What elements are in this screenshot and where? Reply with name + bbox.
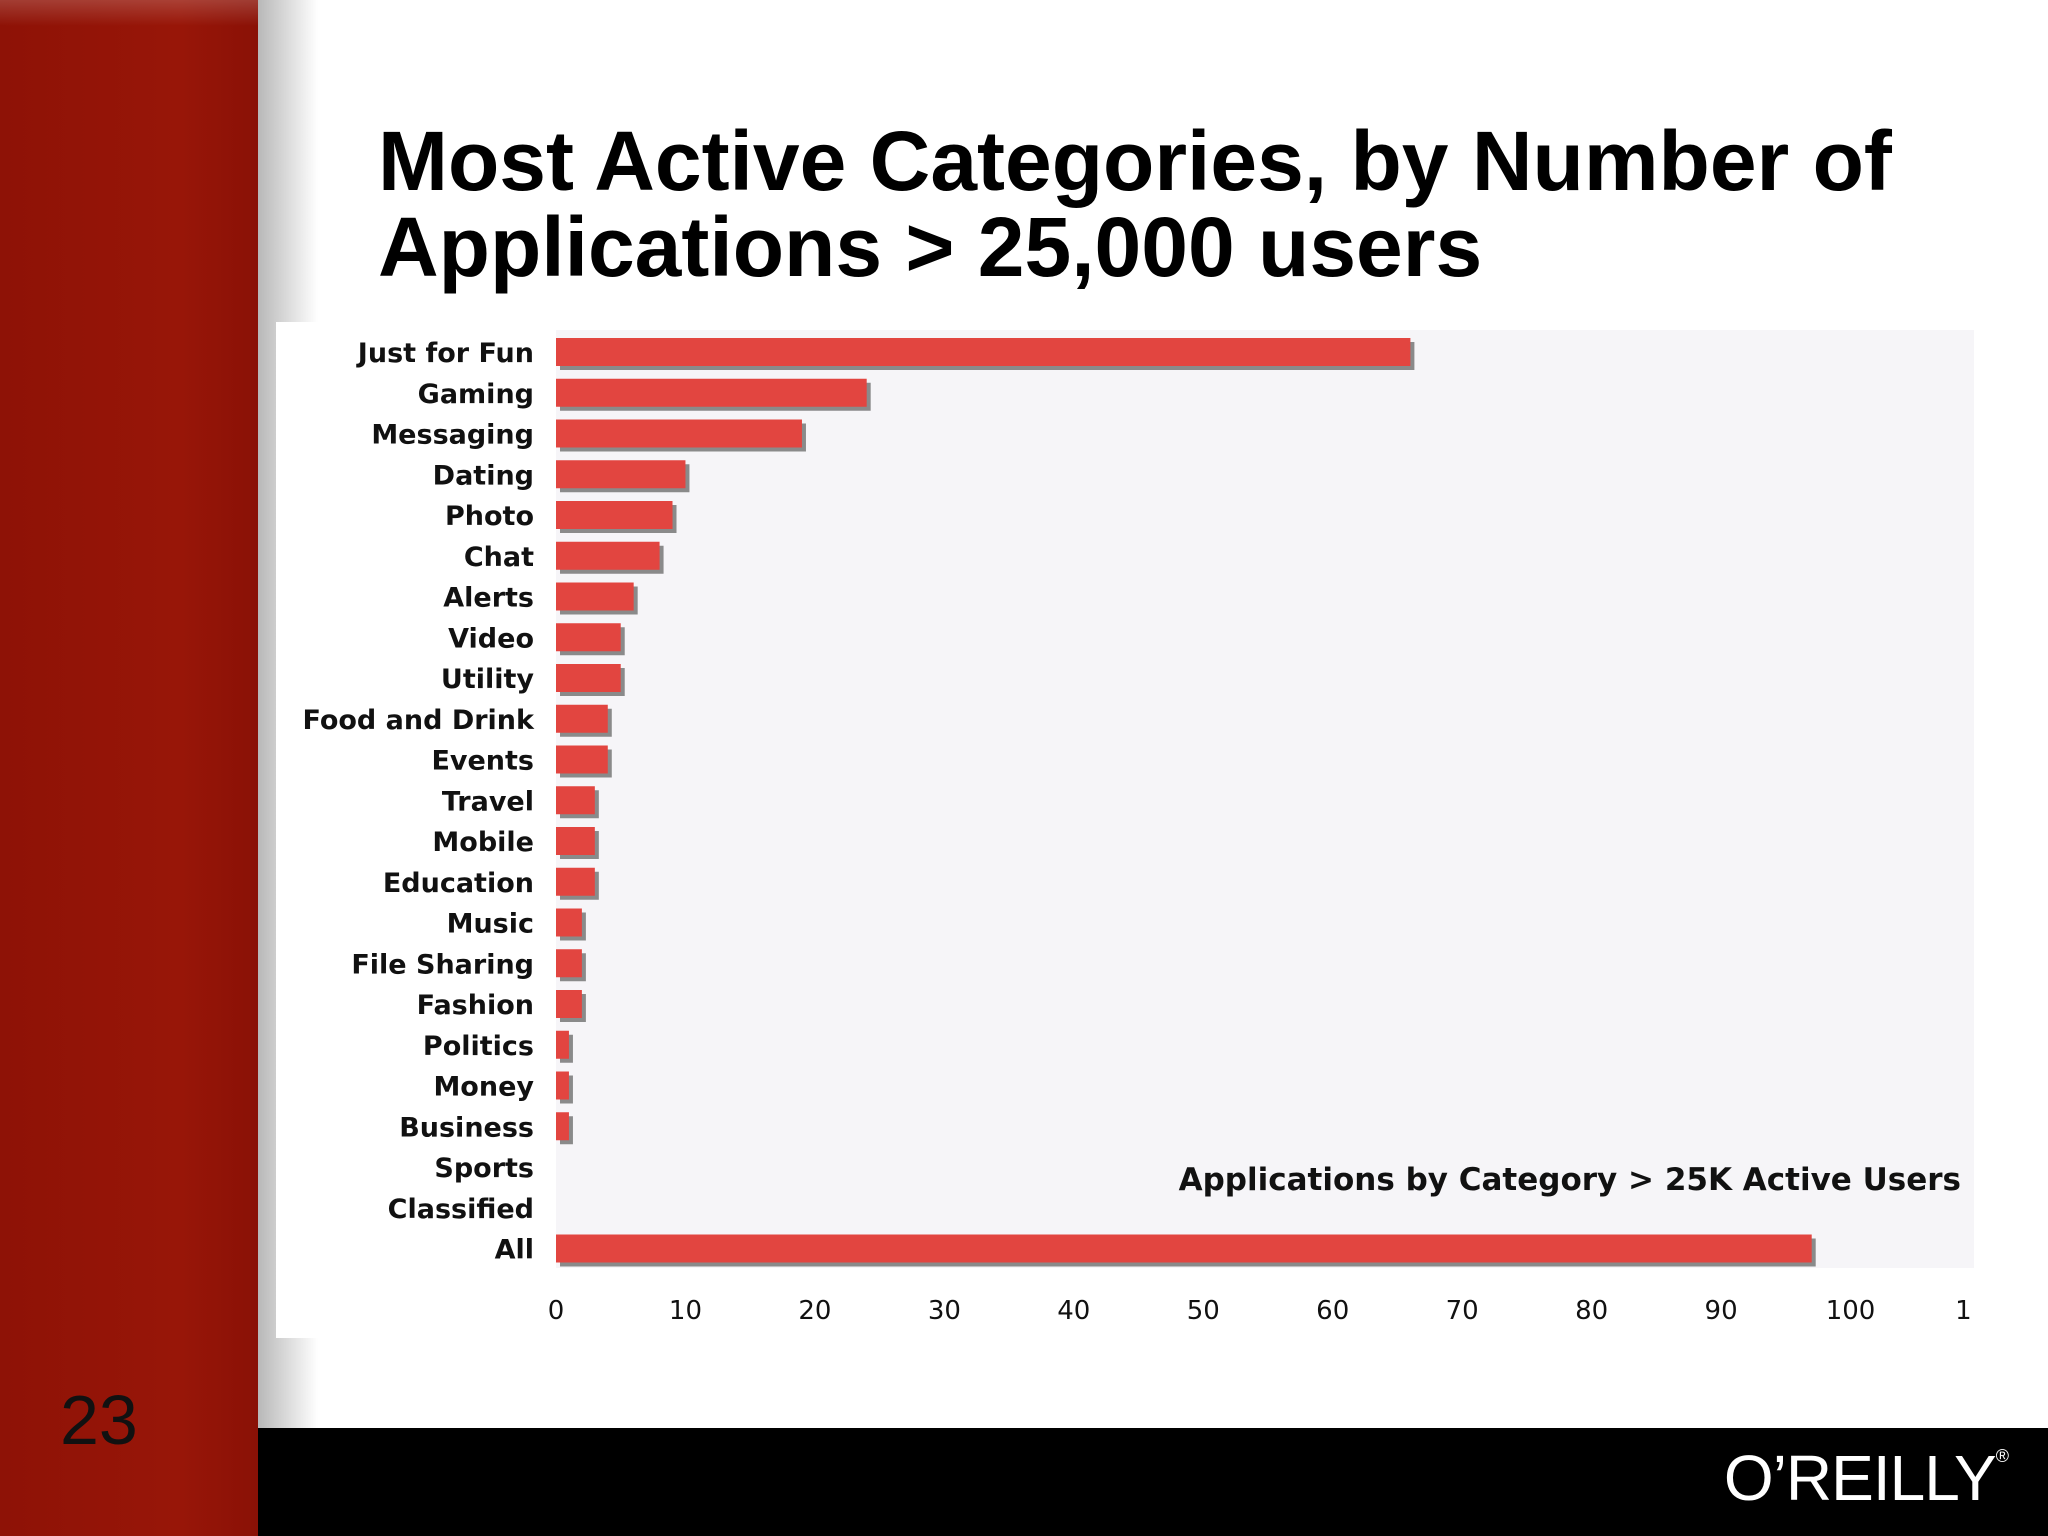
category-label: All [495,1235,534,1266]
x-tick-label: 50 [1187,1296,1220,1326]
category-label: Gaming [418,379,534,410]
bar [556,460,686,489]
publisher-logo: O’REILLY® [1724,1446,2009,1510]
x-tick-label: 10 [669,1296,702,1326]
chart-annotation: Applications by Category > 25K Active Us… [1179,1162,1961,1198]
category-label: Mobile [432,827,534,858]
bar [556,1234,1812,1263]
x-tick-label: 0 [548,1296,565,1326]
bar [556,419,802,448]
bar [556,338,1411,366]
bar [556,664,621,692]
bar [556,786,595,815]
x-tick-label: 100 [1826,1296,1876,1326]
registered-mark: ® [1995,1446,2009,1466]
bar [556,1030,569,1059]
bar [556,908,582,937]
slide-title: Most Active Categories, by Number of App… [378,114,1892,294]
bar [556,1071,569,1100]
category-label: Dating [433,460,534,491]
category-label: Business [399,1112,534,1143]
category-label: Chat [464,542,534,573]
x-tick-label: 110 [1955,1296,1974,1326]
category-label: Education [383,868,534,899]
bar-chart: Just for Fun Gaming Messaging Dating Photo Ch… [302,330,1974,1326]
category-label: File Sharing [351,949,534,980]
category-label: Messaging [371,420,534,451]
bar [556,582,634,611]
bar [556,867,595,896]
category-label: Just for Fun [356,338,534,369]
bar [556,541,660,570]
bar [556,501,673,529]
category-label: Sports [434,1153,534,1184]
sidebar [0,0,258,1536]
x-tick-label: 90 [1705,1296,1738,1326]
category-label: Alerts [443,583,534,614]
category-label: Food and Drink [302,705,535,736]
category-label: Music [447,909,534,940]
category-label: Photo [445,501,534,532]
bar [556,827,595,855]
bar [556,378,867,407]
x-tick-label: 60 [1316,1296,1349,1326]
logo-text: O’REILLY [1723,1442,1997,1514]
category-label: Classified [388,1194,534,1225]
x-tick-label: 80 [1575,1296,1608,1326]
x-tick-label: 40 [1057,1296,1090,1326]
bar [556,1112,569,1141]
category-label: Travel [442,786,534,817]
bar [556,745,608,774]
bar [556,949,582,978]
plot-area [556,330,1974,1268]
x-tick-label: 30 [928,1296,961,1326]
x-tick-label: 20 [798,1296,831,1326]
category-label: Events [431,746,534,777]
x-tick-label: 70 [1446,1296,1479,1326]
category-label: Utility [441,664,535,695]
bar [556,704,608,733]
sidebar-gloss [0,0,258,26]
slide-number: 23 [60,1381,138,1459]
category-label: Fashion [417,990,534,1021]
category-label: Video [448,623,534,654]
category-label: Money [433,1072,534,1103]
bar [556,990,582,1018]
footer-bar [258,1428,2048,1536]
category-label: Politics [423,1031,534,1062]
bar [556,623,621,652]
